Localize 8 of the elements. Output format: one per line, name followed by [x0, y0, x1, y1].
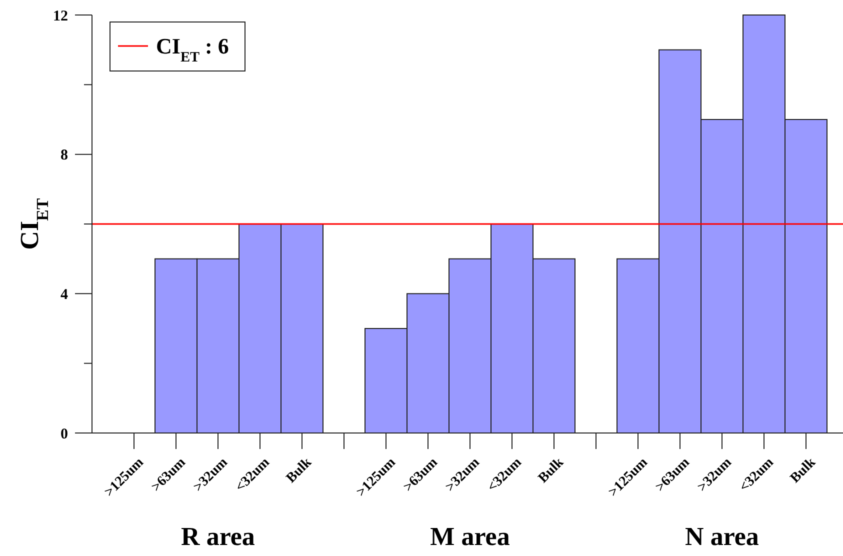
- y-tick-label: 0: [60, 426, 68, 442]
- text: M area: [430, 522, 510, 551]
- y-tick-label: 12: [53, 8, 68, 24]
- legend-label: CI$_{ET}$ : 6: [156, 34, 229, 66]
- text: R area: [181, 522, 255, 551]
- y-tick-label: 8: [60, 148, 68, 164]
- text: N area: [685, 522, 759, 551]
- y-tick-label: 4: [60, 286, 68, 303]
